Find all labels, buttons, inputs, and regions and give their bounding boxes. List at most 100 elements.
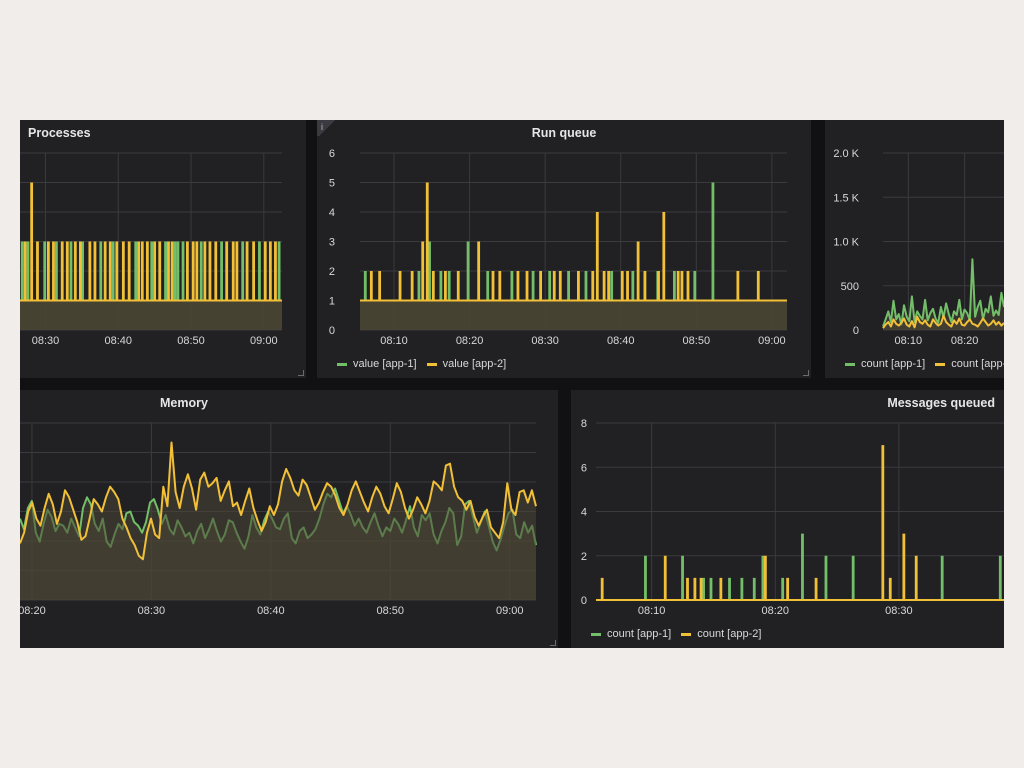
- spike-mark: [676, 271, 680, 301]
- spike-mark: [657, 271, 660, 301]
- y-tick-label: 2: [581, 551, 587, 563]
- spike-mark: [214, 241, 218, 301]
- spike-mark: [140, 241, 144, 301]
- spike-mark: [65, 241, 69, 301]
- spike-mark: [252, 241, 256, 301]
- x-tick-label: 08:20: [20, 605, 46, 617]
- x-tick-label: 08:50: [683, 335, 711, 347]
- area-fill: [20, 300, 282, 330]
- series-line-count-app-2: [882, 314, 1004, 329]
- spike-mark: [584, 271, 588, 301]
- spike-mark: [702, 577, 705, 600]
- spike-mark: [814, 577, 818, 600]
- spike-mark: [127, 241, 131, 301]
- spike-mark: [220, 241, 223, 301]
- spike-mark: [54, 241, 58, 301]
- legend-swatch: [681, 632, 692, 636]
- legend-item-app-2[interactable]: count [app-2: [935, 358, 1004, 370]
- legend-swatch: [337, 362, 347, 366]
- spike-mark: [274, 241, 277, 301]
- info-icon[interactable]: i: [317, 120, 337, 136]
- spike-mark: [439, 271, 443, 301]
- legend-item-app-2[interactable]: value [app-2]: [426, 358, 507, 370]
- spike-mark: [203, 241, 207, 301]
- spike-mark: [181, 241, 185, 301]
- spike-mark: [191, 241, 195, 301]
- resize-handle-icon[interactable]: [550, 640, 556, 646]
- spike-mark: [79, 241, 82, 301]
- spike-mark: [241, 241, 245, 301]
- legend-label: count [app-2]: [697, 628, 762, 640]
- panel-title: Run queue: [531, 126, 597, 140]
- y-tick-label: 1.5 K: [833, 192, 859, 204]
- legend-label: count [app-2: [951, 358, 1004, 370]
- legend-swatch: [935, 362, 946, 366]
- dashboard: Processes 08:30 08:40 08:50 09:00 i Run que…: [20, 120, 1004, 648]
- x-tick-label: 08:50: [177, 335, 205, 347]
- legend-item-app-1[interactable]: value [app-1]: [337, 358, 417, 370]
- spike-mark: [752, 577, 756, 600]
- spike-mark: [914, 555, 918, 600]
- spike-mark: [23, 241, 27, 301]
- x-tick-label: 08:40: [607, 335, 635, 347]
- spike-mark: [740, 577, 744, 600]
- spike-mark: [558, 271, 562, 301]
- spike-mark: [378, 271, 382, 301]
- spike-mark: [195, 241, 199, 301]
- spike-mark: [610, 271, 614, 301]
- spike-mark: [428, 241, 431, 301]
- area-fill: [360, 300, 787, 330]
- spike-mark: [158, 241, 162, 301]
- spike-mark: [620, 271, 624, 301]
- spike-mark: [173, 241, 177, 301]
- spike-mark: [81, 241, 84, 301]
- spike-mark: [410, 271, 414, 301]
- spike-mark: [736, 271, 740, 301]
- spike-mark: [363, 271, 367, 301]
- y-tick-label: 3: [329, 237, 335, 249]
- series-line-app-2: [20, 441, 537, 561]
- spike-mark: [636, 241, 640, 301]
- spike-mark: [824, 555, 828, 600]
- spike-mark: [510, 271, 514, 301]
- spike-mark: [539, 271, 543, 301]
- spike-mark: [425, 182, 429, 301]
- spike-mark: [417, 271, 421, 301]
- resize-handle-icon[interactable]: [298, 370, 304, 376]
- spike-mark: [26, 241, 30, 301]
- spike-mark: [30, 182, 34, 301]
- legend-item-app-2[interactable]: count [app-2]: [681, 628, 761, 640]
- x-tick-label: 08:30: [531, 335, 559, 347]
- spike-mark: [93, 241, 97, 301]
- legend-label: value [app-2]: [442, 358, 507, 370]
- panel-memory: Memory 08:20 08:30 08:40 08:50 09:00: [20, 390, 558, 648]
- spike-mark: [398, 271, 402, 301]
- y-tick-label: 4: [581, 507, 587, 519]
- count-legend: count [app-1] count [app-2: [845, 358, 1004, 370]
- spike-mark: [235, 241, 239, 301]
- legend-item-app-1[interactable]: count [app-1]: [845, 358, 925, 370]
- spike-mark: [516, 271, 520, 301]
- spike-mark: [431, 271, 435, 301]
- x-tick-label: 08:30: [885, 605, 913, 617]
- panel-title: Memory: [160, 396, 208, 410]
- spike-mark: [268, 241, 272, 301]
- resize-handle-icon[interactable]: [803, 370, 809, 376]
- spike-mark: [681, 555, 684, 600]
- spike-mark: [525, 271, 529, 301]
- spike-mark: [444, 271, 447, 301]
- panel-count: 08:10 08:20 0 500 1.0 K 1.5 K 2.0 K count [app…: [825, 120, 1004, 378]
- x-tick-label: 08:50: [377, 605, 405, 617]
- spike-mark: [888, 577, 892, 600]
- spike-mark: [801, 533, 804, 600]
- spike-mark: [258, 241, 261, 301]
- x-tick-label: 08:10: [380, 335, 408, 347]
- spike-mark: [786, 577, 790, 600]
- spike-mark: [686, 577, 689, 600]
- spike-mark: [277, 241, 281, 301]
- legend-item-app-1[interactable]: count [app-1]: [591, 628, 671, 640]
- x-tick-label: 08:10: [638, 605, 666, 617]
- spike-mark: [456, 271, 460, 301]
- x-tick-label: 08:20: [456, 335, 484, 347]
- spike-mark: [761, 555, 765, 600]
